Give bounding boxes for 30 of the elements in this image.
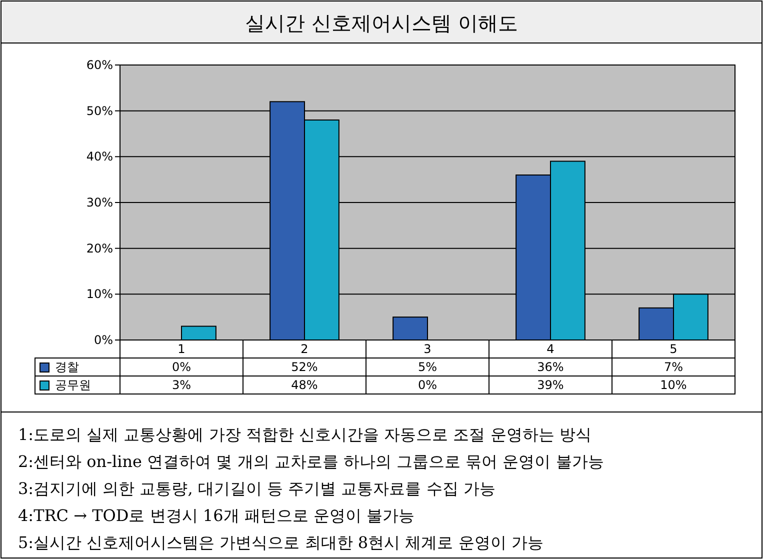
- data-label: 36%: [537, 360, 564, 374]
- data-label: 5%: [418, 360, 438, 374]
- data-label: 48%: [291, 378, 318, 392]
- x-tick-label: 1: [178, 342, 186, 356]
- data-label: 39%: [537, 378, 564, 392]
- data-label: 10%: [660, 378, 687, 392]
- y-tick-label: 60%: [86, 58, 113, 72]
- data-label: 0%: [172, 360, 192, 374]
- y-tick-label: 30%: [86, 196, 113, 210]
- y-tick-label: 20%: [86, 241, 113, 256]
- chart-title: 실시간 신호제어시스템 이해도: [245, 11, 518, 35]
- text: 1:도로의 실제 교통상황에 가장 적합한 신호시간을 자동으로 조절 운영하는 방식: [18, 425, 592, 444]
- text: 3:검지기에 의한 교통량, 대기길이 등 주기별 교통자료를 수집 가능: [18, 479, 496, 498]
- y-tick-label: 10%: [86, 287, 113, 302]
- x-tick-label: 4: [546, 342, 554, 356]
- y-tick-label: 50%: [86, 104, 113, 118]
- legend-label: 공무원: [55, 378, 91, 392]
- y-tick-label: 0%: [94, 333, 113, 347]
- text: 2:센터와 on-line 연결하여 몇 개의 교차로를 하나의 그룹으로 묶어 운영이 불가능: [18, 452, 604, 471]
- x-tick-label: 5: [670, 342, 678, 356]
- y-tick-label: 40%: [86, 150, 113, 164]
- data-label: 0%: [418, 378, 438, 392]
- legend-label: 경찰: [55, 360, 79, 374]
- data-label: 7%: [664, 360, 684, 374]
- data-label: 52%: [291, 360, 318, 374]
- x-tick-label: 2: [300, 342, 308, 356]
- text: 4:TRC → TOD로 변경시 16개 패턴으로 운영이 불가능: [18, 506, 415, 525]
- text: 5:실시간 신호제어시스템은 가변식으로 최대한 8현시 체계로 운영이 가능: [18, 533, 544, 552]
- data-label: 3%: [172, 378, 192, 392]
- x-tick-label: 3: [424, 342, 432, 356]
